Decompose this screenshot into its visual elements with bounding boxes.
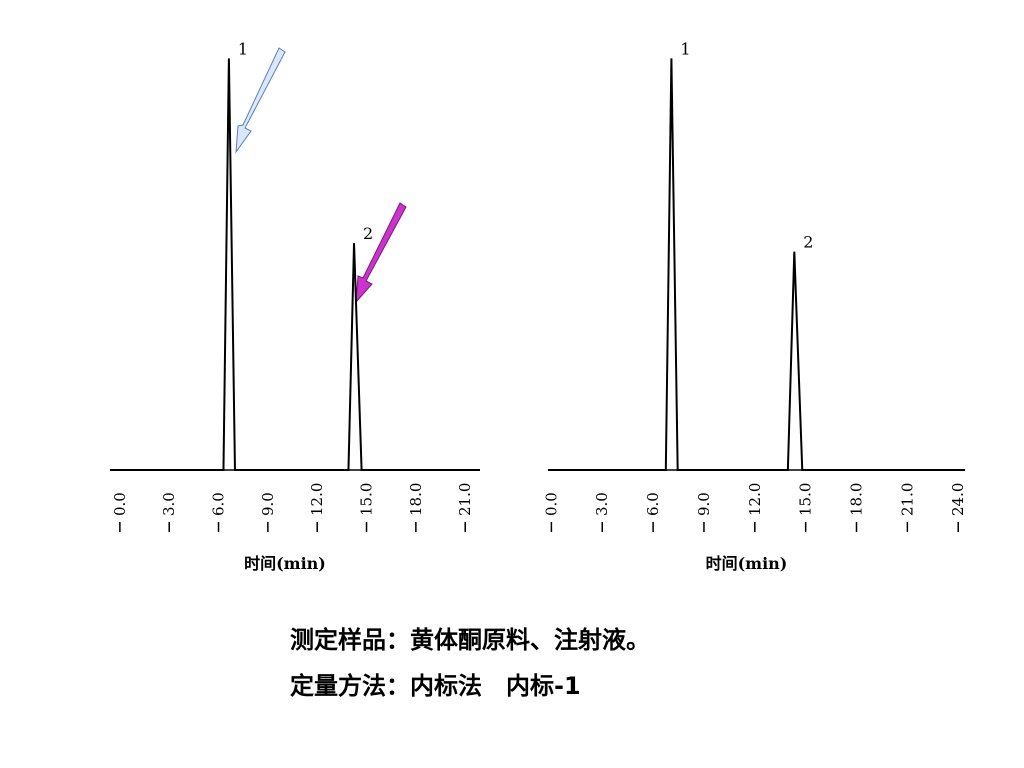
x-tick-label: 18.0 (407, 483, 425, 516)
x-tick-label: 24.0 (949, 483, 967, 516)
x-tick-label: 0.0 (542, 492, 560, 516)
chromatogram-line (548, 58, 965, 471)
x-tick-label: 9.0 (695, 492, 713, 516)
chromatogram-line (110, 58, 480, 471)
x-tick-label: 15.0 (797, 483, 815, 516)
x-tick-label: 18.0 (848, 483, 866, 516)
peak-label: 2 (803, 233, 813, 252)
x-tick-label: 21.0 (456, 483, 474, 516)
peak-label: 2 (363, 224, 373, 243)
x-tick-label: 12.0 (746, 483, 764, 516)
caption-line: 定量方法：内标法 内标-1 (290, 672, 581, 700)
x-tick-label: 3.0 (593, 492, 611, 516)
x-tick-label: 9.0 (259, 492, 277, 516)
x-tick-label: 12.0 (308, 483, 326, 516)
arrow (235, 47, 286, 154)
x-tick-label: 21.0 (898, 483, 916, 516)
caption-line: 测定样品：黄体酮原料、注射液。 (290, 626, 650, 654)
arrow (355, 202, 407, 304)
peak-label: 1 (680, 39, 690, 58)
x-axis-title: 时间(min) (244, 554, 326, 573)
x-axis-title: 时间(min) (706, 554, 788, 573)
x-tick-label: 3.0 (160, 492, 178, 516)
x-tick-label: 6.0 (210, 492, 228, 516)
x-tick-label: 6.0 (644, 492, 662, 516)
x-tick-label: 15.0 (358, 483, 376, 516)
peak-label: 1 (238, 39, 248, 58)
x-tick-label: 0.0 (111, 492, 129, 516)
